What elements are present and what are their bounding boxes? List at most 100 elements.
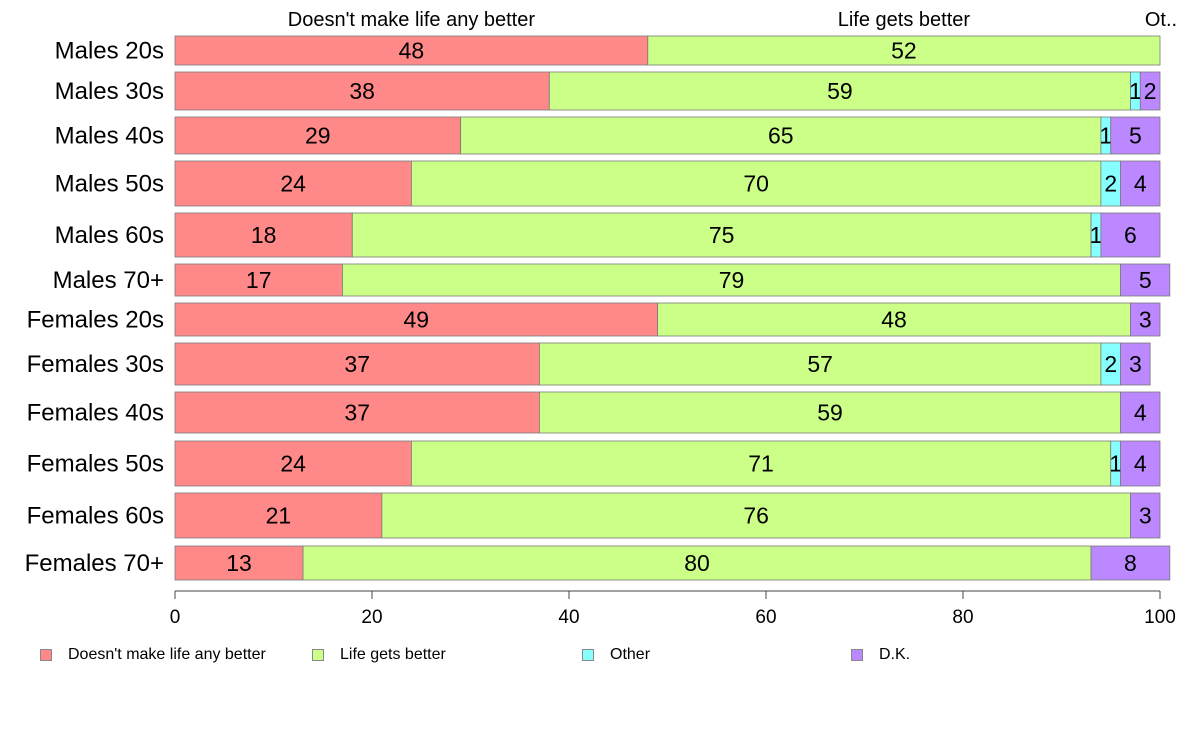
- data-label: 21: [266, 503, 292, 529]
- bar-segment-d-k: [1090, 545, 1171, 581]
- bar-segment-life-gets-better: [539, 342, 1102, 386]
- bar-segment-d-k: [1120, 391, 1161, 434]
- bar-segment-doesn-t-make-life-any-better: [174, 492, 383, 539]
- legend-label: Life gets better: [340, 646, 446, 663]
- y-tick-label: Males 40s: [55, 123, 164, 150]
- bar-segment-doesn-t-make-life-any-better: [174, 263, 343, 297]
- y-tick-label: Females 30s: [27, 351, 164, 378]
- data-label: 13: [226, 550, 252, 576]
- data-label: 75: [709, 222, 735, 248]
- x-tick-label: 100: [1144, 607, 1176, 628]
- bar-segment-life-gets-better: [548, 71, 1131, 111]
- y-tick-label: Females 50s: [27, 451, 164, 478]
- data-label: 1: [1109, 451, 1122, 477]
- legend-swatch: [40, 649, 52, 661]
- bar-row-females-60s: 21 76 3: [174, 492, 1161, 539]
- legend-item-doesn-t-make-life-any-better: Doesn't make life any better: [40, 646, 266, 664]
- bar-row-females-30s: 37 57 2 3: [174, 342, 1151, 386]
- bar-segment-life-gets-better: [539, 391, 1122, 434]
- bar-segment-life-gets-better: [351, 212, 1092, 258]
- data-label: 70: [743, 171, 769, 197]
- bar-segment-life-gets-better: [381, 492, 1131, 539]
- legend-label: Doesn't make life any better: [68, 646, 266, 663]
- top-category-label: Doesn't make life any better: [288, 9, 536, 31]
- bar-segment-doesn-t-make-life-any-better: [174, 440, 412, 487]
- data-label: 29: [305, 123, 331, 149]
- bar-segment-doesn-t-make-life-any-better: [174, 302, 659, 337]
- data-label: 52: [891, 38, 917, 64]
- data-label: 4: [1134, 171, 1147, 197]
- bar-segment-doesn-t-make-life-any-better: [174, 342, 540, 386]
- data-label: 79: [719, 267, 745, 293]
- bar-row-males-40s: 29 65 1 5: [174, 116, 1161, 155]
- bar-segment-d-k: [1130, 302, 1161, 337]
- bar-segment-life-gets-better: [647, 35, 1161, 66]
- legend-item-other: Other: [582, 646, 650, 664]
- top-category-label: Life gets better: [838, 9, 971, 31]
- bar-segment-doesn-t-make-life-any-better: [174, 160, 412, 207]
- bar-segment-d-k: [1120, 160, 1161, 207]
- data-label: 5: [1139, 267, 1152, 293]
- data-label: 71: [748, 451, 774, 477]
- bar-segment-life-gets-better: [410, 440, 1112, 487]
- bar-segment-doesn-t-make-life-any-better: [174, 545, 304, 581]
- x-axis: 0 20 40 60 80 100: [170, 590, 1176, 628]
- bar-row-females-50s: 24 71 1 4: [174, 440, 1161, 487]
- bar-row-females-20s: 49 48 3: [174, 302, 1161, 337]
- bar-row-males-20s: 48 52: [174, 35, 1161, 66]
- data-label: 5: [1129, 123, 1142, 149]
- data-label: 59: [827, 78, 853, 104]
- bar-segment-life-gets-better: [410, 160, 1102, 207]
- legend-swatch: [851, 649, 863, 661]
- bar-row-females-70: 13 80 8: [174, 545, 1171, 581]
- bar-segment-d-k: [1130, 492, 1161, 539]
- data-label: 17: [246, 267, 272, 293]
- data-label: 24: [280, 451, 306, 477]
- legend-swatch: [312, 649, 324, 661]
- legend-swatch: [582, 649, 594, 661]
- top-labels: Doesn't make life any better Life gets be…: [288, 9, 1177, 31]
- bar-row-males-60s: 18 75 1 6: [174, 212, 1161, 258]
- data-label: 38: [349, 78, 375, 104]
- bar-segment-d-k: [1120, 342, 1151, 386]
- data-label: 8: [1124, 550, 1137, 576]
- data-label: 65: [768, 123, 794, 149]
- y-tick-label: Females 20s: [27, 307, 164, 334]
- y-tick-label: Males 30s: [55, 78, 164, 105]
- legend-item-d-k: D.K.: [851, 646, 910, 664]
- x-tick-label: 40: [558, 607, 579, 628]
- bar-segment-doesn-t-make-life-any-better: [174, 116, 462, 155]
- y-axis-labels: Males 20s Males 30s Males 40s Males 50s Male…: [25, 38, 164, 578]
- x-tick-label: 20: [361, 607, 382, 628]
- bar-segment-life-gets-better: [342, 263, 1122, 297]
- bar-segment-d-k: [1100, 212, 1161, 258]
- data-label: 18: [251, 222, 277, 248]
- bar-segment-doesn-t-make-life-any-better: [174, 35, 649, 66]
- x-tick-label: 60: [755, 607, 776, 628]
- data-label: 49: [404, 307, 430, 333]
- bar-segment-d-k: [1120, 440, 1161, 487]
- top-category-label: Ot..: [1145, 9, 1177, 31]
- data-label: 2: [1104, 351, 1117, 377]
- data-label: 3: [1129, 351, 1142, 377]
- y-tick-label: Males 50s: [55, 171, 164, 198]
- x-tick-label: 0: [170, 607, 181, 628]
- legend-label: D.K.: [879, 646, 911, 663]
- data-label: 1: [1099, 123, 1112, 149]
- x-tick-label: 80: [952, 607, 973, 628]
- bar-segment-d-k: [1120, 263, 1171, 297]
- data-label: 2: [1144, 78, 1157, 104]
- y-tick-label: Males 60s: [55, 222, 164, 249]
- data-label: 6: [1124, 222, 1137, 248]
- data-label: 3: [1139, 503, 1152, 529]
- data-label: 80: [684, 550, 710, 576]
- y-tick-label: Females 60s: [27, 503, 164, 530]
- data-label: 24: [280, 171, 306, 197]
- data-label: 48: [881, 307, 907, 333]
- data-label: 1: [1129, 78, 1142, 104]
- bar-segment-life-gets-better: [657, 302, 1131, 337]
- y-tick-label: Males 70+: [53, 267, 164, 294]
- y-tick-label: Females 70+: [25, 550, 164, 577]
- y-tick-label: Males 20s: [55, 38, 164, 65]
